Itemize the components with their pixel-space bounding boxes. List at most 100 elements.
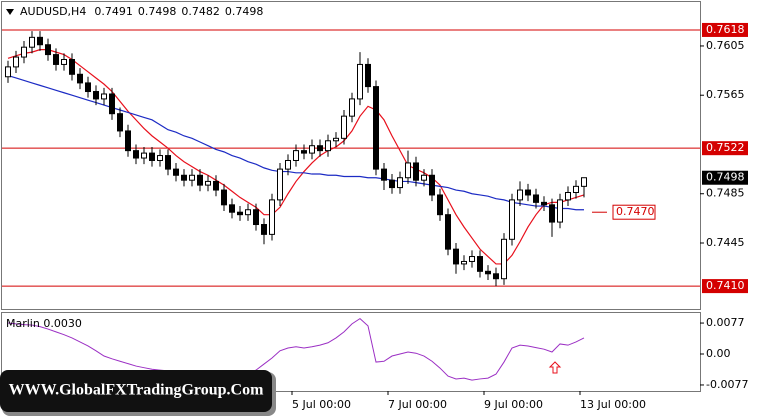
indicator-y-tick-label: 0.00: [706, 347, 731, 360]
level-label: 0.7522: [706, 141, 745, 154]
candle-body: [389, 179, 395, 189]
level-label-box: [702, 141, 748, 156]
candle-body: [469, 256, 475, 262]
level-label-box: [702, 279, 748, 294]
candle-body: [573, 185, 579, 194]
candle-body: [581, 177, 587, 187]
current-price-label: 0.7498: [706, 171, 745, 184]
current-price-box: [702, 170, 748, 185]
candle-body: [341, 115, 347, 139]
x-tick-label: 5 Jul 00:00: [292, 398, 351, 411]
candle-body: [485, 270, 491, 275]
candle-body: [117, 113, 123, 132]
watermark: WWW.GlobalFXTradingGroup.Com: [0, 370, 276, 416]
candle-body: [405, 162, 411, 179]
symbol: AUDUSD,H4: [20, 5, 86, 18]
chart-title: AUDUSD,H4 0.7491 0.7498 0.7482 0.7498: [20, 5, 263, 18]
candle-body: [325, 140, 331, 152]
candle-body: [157, 155, 163, 161]
open-value: 0.7491: [94, 5, 133, 18]
candle-body: [261, 224, 267, 235]
level-label-box: [702, 22, 748, 37]
candle-body: [517, 189, 523, 201]
collapse-icon: [6, 9, 14, 15]
candle-body: [61, 59, 67, 65]
candle-body: [45, 44, 51, 56]
candle-body: [165, 155, 171, 170]
y-tick-label: 0.7445: [706, 236, 745, 249]
candle-body: [205, 180, 211, 186]
candle-body: [149, 152, 155, 161]
candle-body: [125, 130, 131, 152]
candle-body: [493, 273, 499, 280]
candle-body: [53, 54, 59, 65]
watermark-box: [0, 370, 272, 412]
moving-average: [7, 49, 585, 265]
x-tick-label: 9 Jul 00:00: [484, 398, 543, 411]
indicator-name: Marlin 0.0030: [6, 317, 82, 330]
x-tick-label: 7 Jul 00:00: [388, 398, 447, 411]
close-value: 0.7498: [225, 5, 264, 18]
indicator-line: [7, 317, 585, 381]
candle-body: [85, 82, 91, 93]
candle-body: [269, 199, 275, 235]
candle-body: [277, 168, 283, 201]
candle-body: [301, 150, 307, 154]
candle-body: [21, 46, 27, 58]
annotation-label: 0.7470: [616, 205, 655, 218]
candle-body: [13, 56, 19, 68]
plot-layer: 0.7605 0.7565 0.7485 0.7445 0.0077 0.00 -0.007…: [2, 22, 748, 411]
candle-body: [373, 86, 379, 170]
candle-body: [93, 91, 99, 100]
candle-body: [557, 199, 563, 223]
candle-body: [69, 59, 75, 75]
candle-body: [501, 238, 507, 280]
candle-body: [293, 150, 299, 161]
annotation-box: [612, 204, 656, 220]
candle-body: [5, 66, 11, 78]
candle-body: [533, 194, 539, 203]
candle-body: [245, 209, 251, 216]
candle-body: [37, 36, 43, 46]
candle-body: [445, 214, 451, 250]
level-label: 0.7618: [706, 23, 745, 36]
y-tick-label: 0.7485: [706, 187, 745, 200]
level-label: 0.7410: [706, 279, 745, 292]
high-value: 0.7498: [138, 5, 177, 18]
watermark-text: WWW.GlobalFXTradingGroup.Com: [9, 382, 265, 399]
candle-body: [525, 189, 531, 196]
x-tick-label: 13 Jul 00:00: [580, 398, 646, 411]
candle-body: [29, 36, 35, 48]
candle-body: [461, 260, 467, 265]
candle-body: [317, 145, 323, 152]
candle-body: [309, 145, 315, 154]
candle-body: [397, 177, 403, 189]
candle-body: [253, 209, 259, 226]
candle-body: [197, 174, 203, 186]
candle-body: [357, 63, 363, 100]
low-value: 0.7482: [181, 5, 220, 18]
candle-body: [285, 159, 291, 170]
up-arrow: [548, 361, 562, 374]
candle-body: [333, 137, 339, 142]
candle-body: [213, 180, 219, 191]
candle-body: [565, 192, 571, 201]
candle-body: [541, 201, 547, 206]
candle-body: [429, 174, 435, 196]
candle-body: [77, 73, 83, 84]
y-tick-label: 0.7565: [706, 88, 745, 101]
candle-body: [109, 93, 115, 115]
candle-body: [477, 256, 483, 272]
candle-body: [229, 204, 235, 213]
candle-body: [141, 152, 147, 159]
candle-body: [189, 174, 195, 181]
indicator-y-tick-label: -0.0077: [706, 378, 748, 391]
candle-body: [101, 93, 107, 100]
candle-body: [181, 174, 187, 181]
candle-body: [349, 98, 355, 117]
indicator-frame: [1, 312, 701, 392]
candle-body: [549, 204, 555, 223]
candle-body: [133, 150, 139, 159]
candle-body: [421, 174, 427, 181]
